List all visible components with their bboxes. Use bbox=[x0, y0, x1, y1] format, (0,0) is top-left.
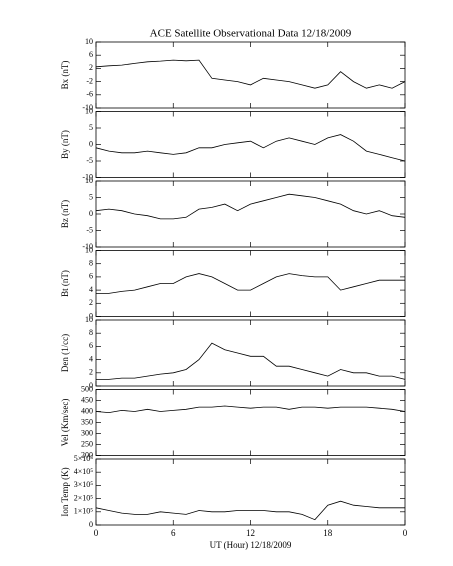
x-axis-label: UT (Hour) 12/18/2009 bbox=[210, 540, 292, 550]
y-tick-label: 300 bbox=[81, 428, 93, 437]
y-tick-label: 400 bbox=[81, 406, 93, 415]
y-tick-label: 4 bbox=[89, 285, 93, 294]
y-tick-label: -5 bbox=[86, 156, 93, 165]
data-line bbox=[95, 193, 406, 220]
y-tick-label: 8 bbox=[89, 259, 93, 268]
panel-frame bbox=[95, 111, 406, 178]
y-tick-label: 6 bbox=[89, 272, 93, 281]
y-tick-label: 10 bbox=[85, 245, 93, 254]
chart-title: ACE Satellite Observational Data 12/18/2… bbox=[150, 28, 352, 40]
y-tick-label: 10 bbox=[85, 106, 93, 115]
data-line bbox=[96, 273, 405, 294]
y-tick-label: 0 bbox=[89, 311, 93, 320]
panel-frame bbox=[95, 41, 406, 109]
data-line bbox=[95, 405, 406, 414]
y-tick-label: -10 bbox=[82, 172, 93, 181]
data-line bbox=[95, 134, 406, 162]
y-tick-label: 250 bbox=[81, 439, 93, 448]
x-tick-label: 18 bbox=[323, 528, 333, 538]
y-axis-label: Ion Temp (K) bbox=[60, 467, 70, 516]
y-tick-label: -10 bbox=[82, 242, 93, 251]
panel-frame bbox=[95, 250, 406, 317]
y-tick-label: 10 bbox=[85, 37, 93, 46]
data-line bbox=[95, 500, 405, 521]
y-axis-label: Den (1/cc) bbox=[60, 334, 70, 372]
y-tick-label: 500 bbox=[81, 384, 93, 393]
y-tick-label: -2 bbox=[86, 76, 93, 85]
panel-frame bbox=[95, 180, 406, 248]
y-tick-label: 3×10⁵ bbox=[74, 480, 94, 489]
panel-frame bbox=[95, 319, 406, 387]
y-tick-label: 0 bbox=[89, 139, 93, 148]
y-tick-label: -5 bbox=[86, 225, 93, 234]
y-tick-label: 6 bbox=[89, 341, 93, 350]
y-axis-label: Bt (nT) bbox=[60, 270, 70, 297]
y-tick-label: 2 bbox=[89, 298, 93, 307]
y-axis-label: Bx (nT) bbox=[60, 61, 70, 90]
y-tick-label: 0 bbox=[89, 209, 93, 218]
y-axis-label: By (nT) bbox=[60, 130, 70, 159]
data-line bbox=[95, 59, 406, 89]
y-tick-label: -10 bbox=[82, 103, 93, 112]
y-tick-label: 0 bbox=[89, 520, 93, 529]
y-tick-label: 6 bbox=[89, 50, 93, 59]
y-axis-label: Vel (Km/sec) bbox=[60, 399, 70, 447]
y-tick-label: 2 bbox=[89, 368, 93, 377]
y-tick-label: 2 bbox=[89, 63, 93, 72]
y-tick-label: 5 bbox=[89, 123, 93, 132]
panel-frame bbox=[95, 389, 406, 456]
y-tick-label: 350 bbox=[81, 417, 93, 426]
x-tick-label: 0 bbox=[403, 528, 408, 538]
panel-frame bbox=[95, 458, 406, 526]
y-tick-label: 200 bbox=[81, 450, 93, 459]
y-tick-label: 450 bbox=[81, 395, 93, 404]
y-tick-label: 5×10⁵ bbox=[74, 454, 94, 463]
y-tick-label: 5 bbox=[89, 192, 93, 201]
y-tick-label: 4 bbox=[89, 354, 93, 363]
y-tick-label: 10 bbox=[85, 315, 93, 324]
y-tick-label: 2×10⁵ bbox=[74, 493, 94, 502]
data-line bbox=[96, 342, 406, 380]
y-tick-label: 10 bbox=[85, 176, 93, 185]
y-tick-label: 4×10⁵ bbox=[74, 467, 94, 476]
y-axis-label: Bz (nT) bbox=[60, 200, 70, 228]
x-tick-label: 12 bbox=[246, 528, 255, 538]
x-tick-label: 0 bbox=[94, 528, 99, 538]
y-tick-label: 1×10⁵ bbox=[74, 507, 94, 516]
y-tick-label: 8 bbox=[89, 328, 93, 337]
y-tick-label: 0 bbox=[89, 381, 93, 390]
x-tick-label: 6 bbox=[171, 528, 176, 538]
y-tick-label: -6 bbox=[86, 90, 93, 99]
